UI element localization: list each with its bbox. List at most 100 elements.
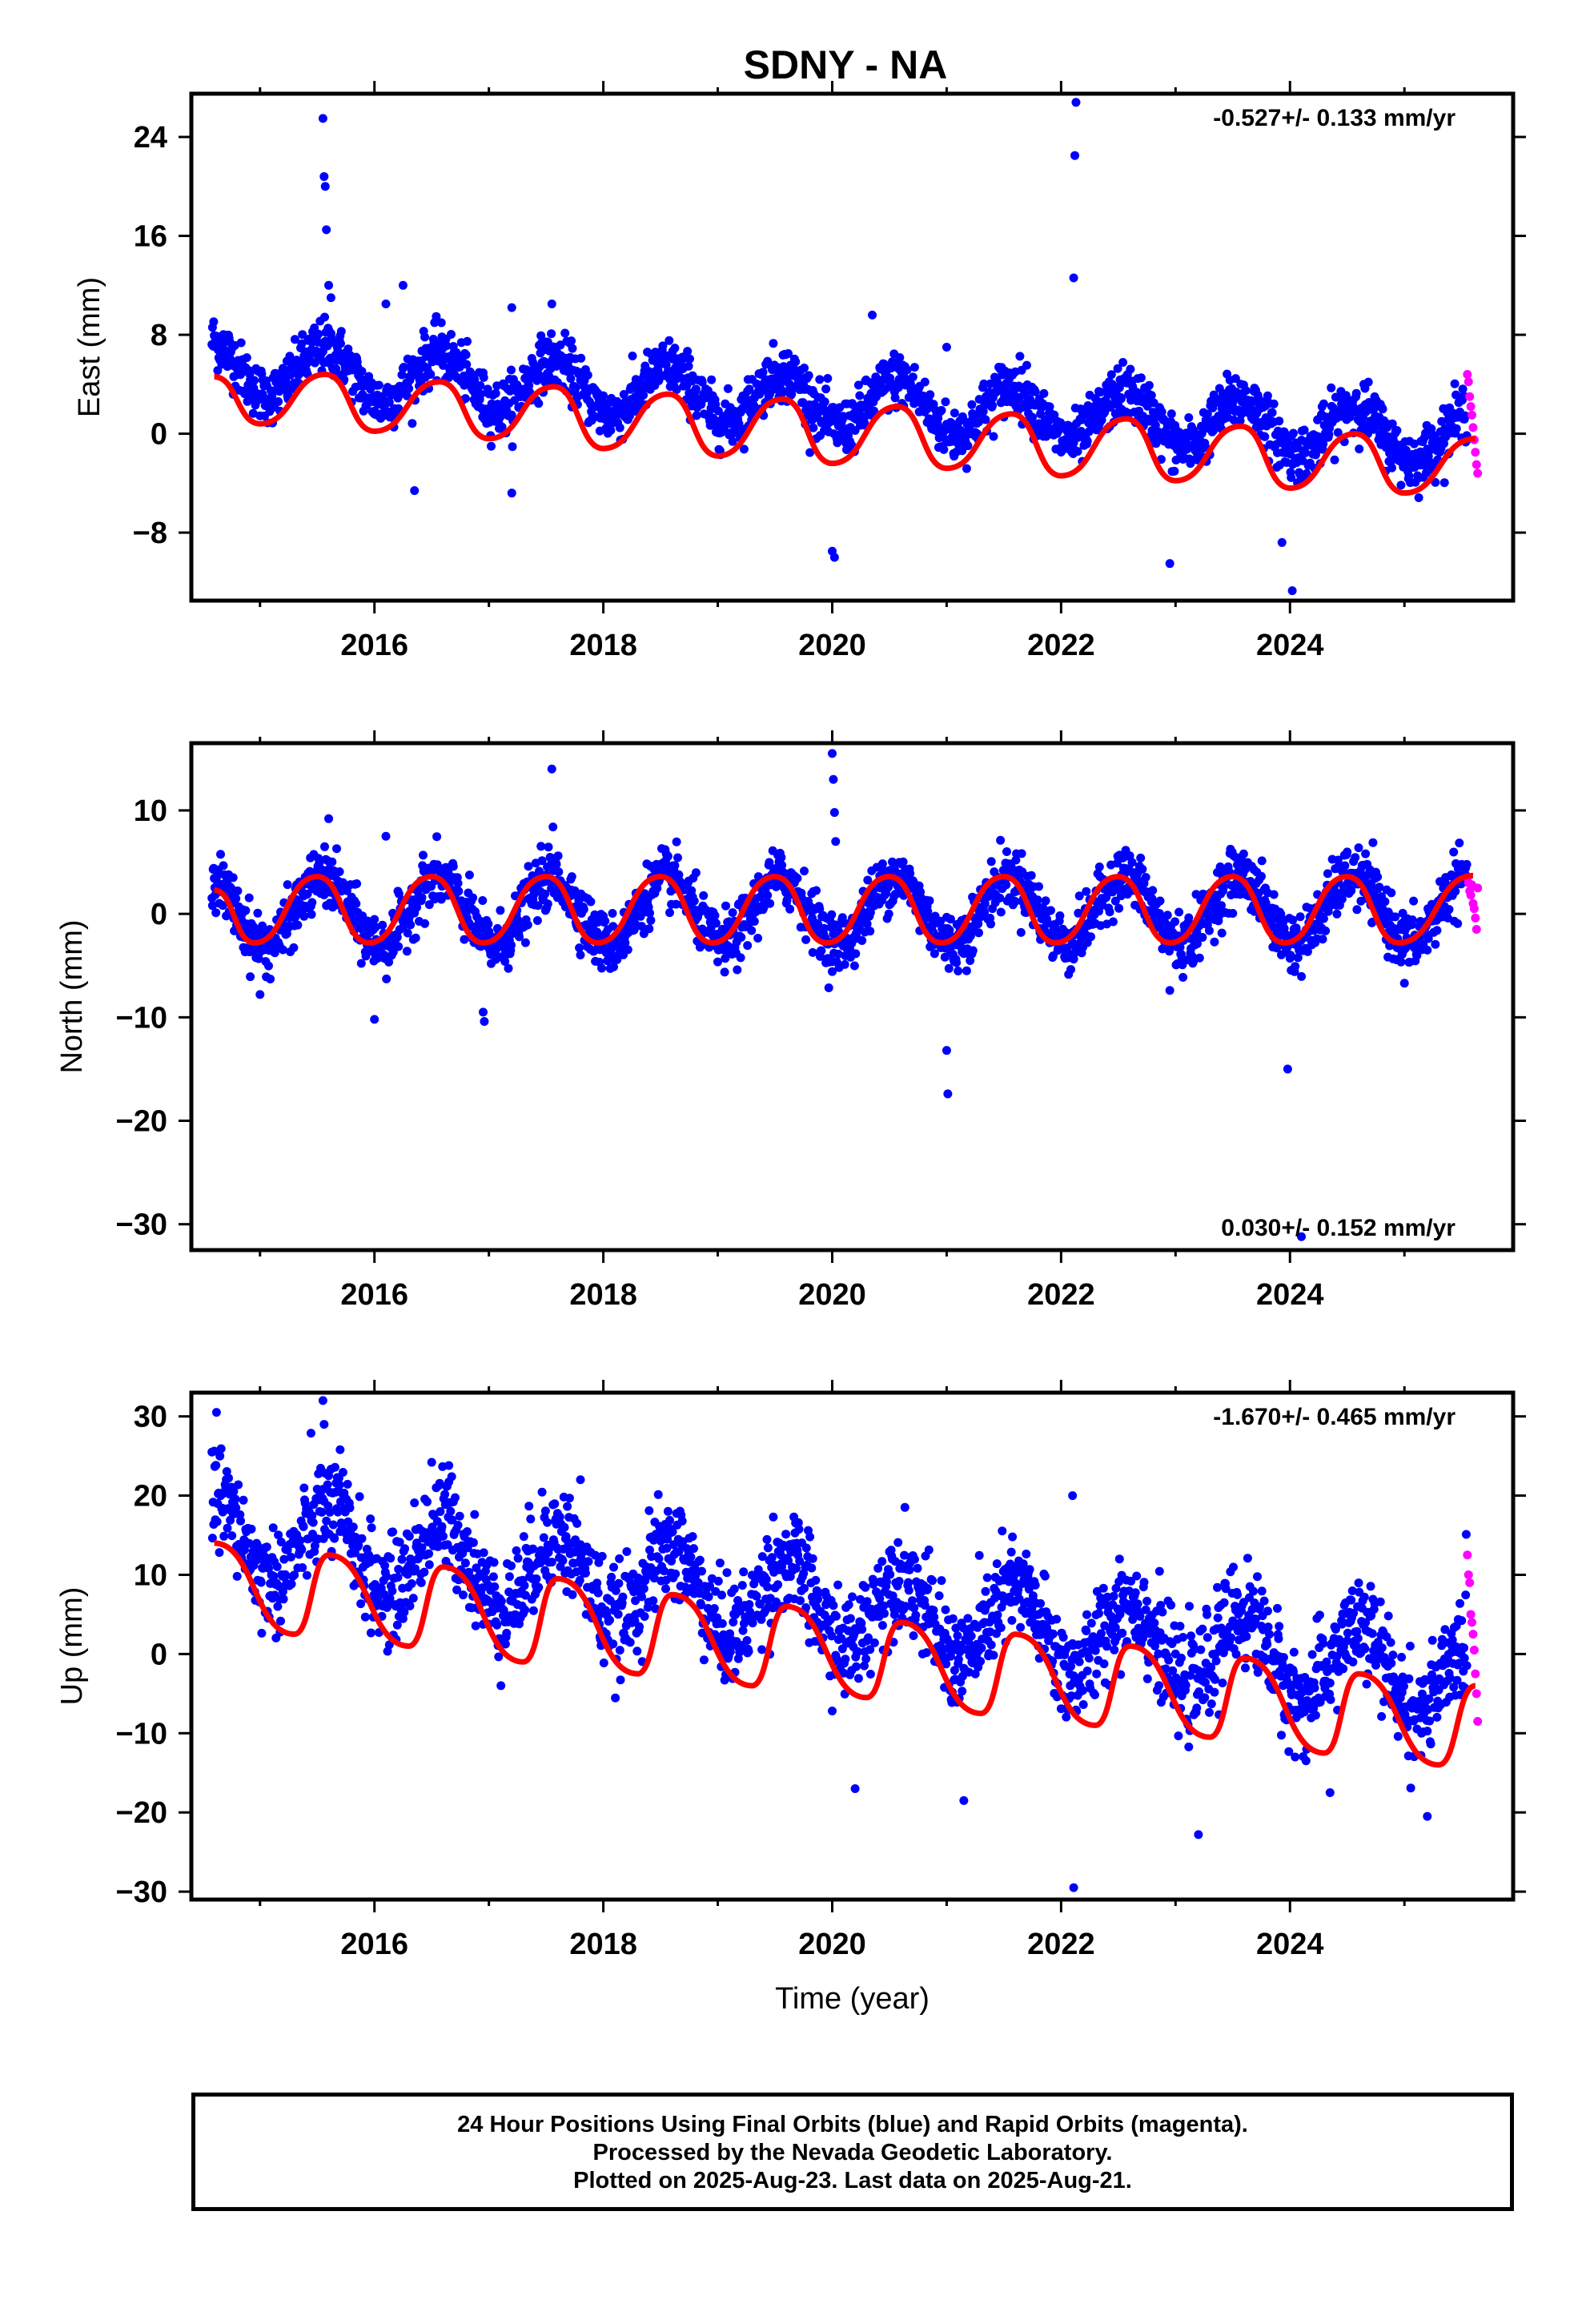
final-orbit-point bbox=[424, 1549, 434, 1558]
final-orbit-point bbox=[978, 407, 988, 416]
y-tick-label: −30 bbox=[116, 1208, 167, 1242]
final-orbit-point bbox=[1392, 426, 1402, 435]
final-orbit-point bbox=[211, 1408, 221, 1417]
final-orbit-point bbox=[256, 1578, 266, 1587]
final-orbit-point bbox=[1303, 947, 1312, 956]
final-orbit-point bbox=[606, 425, 616, 435]
final-orbit-point bbox=[620, 938, 630, 947]
final-orbit-point bbox=[593, 918, 602, 927]
final-orbit-point bbox=[612, 955, 622, 964]
final-orbit-point bbox=[1409, 896, 1419, 906]
final-orbit-point bbox=[552, 859, 561, 869]
final-orbit-point bbox=[908, 372, 917, 382]
final-orbit-point bbox=[279, 1594, 288, 1604]
final-orbit-point bbox=[293, 920, 303, 930]
final-orbit-point bbox=[299, 911, 309, 921]
final-orbit-point bbox=[1015, 352, 1025, 361]
final-orbit-point bbox=[207, 1534, 217, 1543]
final-orbit-point bbox=[253, 908, 263, 918]
final-orbit-point bbox=[1327, 383, 1336, 392]
final-orbit-point bbox=[223, 1523, 232, 1533]
final-orbit-point bbox=[540, 889, 550, 899]
final-orbit-point bbox=[314, 329, 323, 339]
final-orbit-point bbox=[419, 850, 428, 860]
final-orbit-point bbox=[464, 870, 474, 880]
final-orbit-point bbox=[787, 389, 797, 399]
final-orbit-point bbox=[211, 908, 221, 918]
final-orbit-point bbox=[777, 853, 786, 862]
y-tick-label: 10 bbox=[134, 794, 167, 828]
final-orbit-point bbox=[711, 400, 721, 409]
rapid-orbit-point bbox=[1468, 410, 1477, 420]
final-orbit-point bbox=[1432, 926, 1442, 935]
final-orbit-point bbox=[1066, 965, 1075, 975]
final-orbit-point bbox=[758, 368, 768, 377]
final-orbit-point bbox=[348, 1522, 358, 1532]
final-orbit-point bbox=[967, 400, 977, 409]
final-orbit-point bbox=[670, 344, 680, 353]
final-orbit-point bbox=[215, 1548, 224, 1558]
final-orbit-point bbox=[1286, 951, 1295, 960]
final-orbit-point bbox=[1352, 905, 1362, 915]
final-orbit-point bbox=[403, 928, 412, 938]
final-orbit-point bbox=[777, 860, 787, 870]
final-orbit-point bbox=[388, 1527, 398, 1537]
final-orbit-point bbox=[283, 880, 292, 890]
final-orbit-point bbox=[995, 893, 1005, 903]
final-orbit-point bbox=[423, 1497, 432, 1506]
final-orbit-point bbox=[895, 353, 905, 362]
final-orbit-point bbox=[1460, 411, 1470, 420]
final-orbit-point bbox=[989, 432, 998, 441]
final-orbit-point bbox=[815, 904, 825, 914]
final-orbit-point bbox=[461, 350, 471, 360]
final-orbit-point bbox=[1412, 951, 1422, 960]
final-orbit-point bbox=[553, 851, 563, 861]
final-orbit-point bbox=[453, 1521, 463, 1530]
final-orbit-point bbox=[507, 940, 516, 950]
final-orbit-point bbox=[979, 379, 989, 388]
final-orbit-point bbox=[1409, 439, 1419, 448]
final-orbit-point bbox=[218, 901, 227, 911]
final-orbit-point bbox=[663, 851, 673, 861]
final-orbit-point bbox=[459, 1590, 468, 1600]
final-orbit-point bbox=[460, 1558, 470, 1568]
final-orbit-point bbox=[234, 1480, 243, 1490]
final-orbit-point bbox=[1175, 943, 1185, 952]
final-orbit-point bbox=[440, 1490, 450, 1499]
final-orbit-point bbox=[439, 1531, 448, 1541]
outlier-point bbox=[1071, 98, 1081, 107]
final-orbit-point bbox=[720, 967, 729, 977]
final-orbit-point bbox=[966, 931, 975, 941]
final-orbit-point bbox=[351, 899, 361, 908]
final-orbit-point bbox=[815, 375, 825, 384]
y-tick-label: 0 bbox=[151, 418, 167, 452]
outlier-point bbox=[318, 114, 327, 123]
final-orbit-point bbox=[468, 893, 478, 903]
final-orbit-point bbox=[272, 1562, 282, 1571]
final-orbit-point bbox=[264, 961, 273, 971]
final-orbit-point bbox=[609, 962, 618, 971]
final-orbit-point bbox=[952, 958, 962, 967]
final-orbit-point bbox=[691, 384, 701, 394]
final-orbit-point bbox=[1449, 847, 1459, 857]
final-orbit-point bbox=[684, 361, 693, 371]
data-layer bbox=[207, 98, 1483, 596]
final-orbit-point bbox=[608, 909, 617, 918]
final-orbit-point bbox=[710, 911, 720, 920]
outlier-point bbox=[370, 1015, 379, 1024]
final-orbit-point bbox=[1073, 447, 1082, 456]
final-orbit-point bbox=[554, 867, 564, 877]
final-orbit-point bbox=[257, 1628, 267, 1638]
final-orbit-point bbox=[327, 857, 337, 866]
final-orbit-point bbox=[671, 899, 681, 909]
final-orbit-point bbox=[733, 965, 742, 975]
final-orbit-point bbox=[320, 312, 329, 322]
final-orbit-point bbox=[532, 916, 542, 925]
final-orbit-point bbox=[1217, 928, 1227, 938]
outlier-point bbox=[548, 822, 558, 832]
final-orbit-point bbox=[280, 1570, 290, 1579]
final-orbit-point bbox=[416, 1578, 426, 1587]
final-orbit-point bbox=[405, 1601, 415, 1610]
final-orbit-point bbox=[947, 419, 957, 428]
final-orbit-point bbox=[827, 910, 837, 919]
